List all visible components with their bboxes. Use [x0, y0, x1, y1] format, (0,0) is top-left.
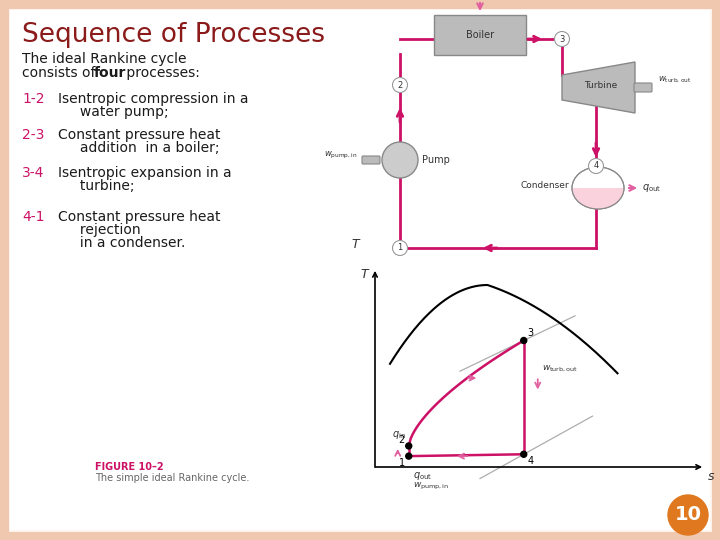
- Text: 2-3: 2-3: [22, 128, 45, 142]
- Text: Isentropic expansion in a: Isentropic expansion in a: [58, 166, 232, 180]
- Text: consists of: consists of: [22, 66, 100, 80]
- Circle shape: [392, 78, 408, 92]
- Text: in a condenser.: in a condenser.: [58, 236, 185, 250]
- Text: Pump: Pump: [422, 155, 450, 165]
- FancyBboxPatch shape: [362, 156, 380, 164]
- Circle shape: [406, 443, 412, 449]
- Text: The simple ideal Rankine cycle.: The simple ideal Rankine cycle.: [95, 473, 249, 483]
- Text: $\mathit{q}_\mathrm{out}$: $\mathit{q}_\mathrm{out}$: [642, 182, 661, 194]
- Text: Turbine: Turbine: [584, 81, 617, 90]
- Text: The ideal Rankine cycle: The ideal Rankine cycle: [22, 52, 186, 66]
- Text: FIGURE 10–2: FIGURE 10–2: [95, 462, 163, 472]
- Text: Boiler: Boiler: [466, 30, 494, 40]
- Text: T: T: [351, 239, 359, 252]
- Text: 1: 1: [399, 458, 405, 468]
- Text: 4-1: 4-1: [22, 210, 45, 224]
- Text: $\mathit{q}_\mathrm{in}$: $\mathit{q}_\mathrm{in}$: [392, 429, 406, 441]
- Text: 2: 2: [397, 80, 402, 90]
- Circle shape: [554, 31, 570, 46]
- Text: rejection: rejection: [58, 223, 140, 237]
- Text: $\mathit{q}_\mathrm{out}$: $\mathit{q}_\mathrm{out}$: [413, 470, 432, 482]
- Text: 1: 1: [397, 244, 402, 253]
- Text: $\mathit{w}_\mathrm{pump,in}$: $\mathit{w}_\mathrm{pump,in}$: [325, 150, 358, 160]
- Text: s: s: [708, 470, 714, 483]
- Text: Condenser: Condenser: [521, 181, 569, 191]
- Text: four: four: [94, 66, 127, 80]
- Circle shape: [588, 159, 603, 173]
- FancyBboxPatch shape: [434, 15, 526, 55]
- Text: Sequence of Processes: Sequence of Processes: [22, 22, 325, 48]
- Circle shape: [392, 240, 408, 255]
- Text: water pump;: water pump;: [58, 105, 168, 119]
- Circle shape: [521, 451, 527, 457]
- Text: T: T: [361, 268, 368, 281]
- Circle shape: [521, 338, 527, 343]
- Circle shape: [406, 453, 412, 459]
- Text: 3: 3: [528, 328, 534, 339]
- FancyBboxPatch shape: [3, 3, 717, 537]
- Text: 2: 2: [398, 435, 405, 445]
- Text: 4: 4: [593, 161, 598, 171]
- FancyBboxPatch shape: [634, 83, 652, 92]
- Text: 3: 3: [559, 35, 564, 44]
- Text: $\mathit{w}_\mathrm{pump,in}$: $\mathit{w}_\mathrm{pump,in}$: [413, 481, 449, 492]
- Circle shape: [668, 495, 708, 535]
- Text: 10: 10: [675, 505, 701, 524]
- Text: $\mathit{w}_\mathrm{turb,out}$: $\mathit{w}_\mathrm{turb,out}$: [658, 75, 691, 85]
- FancyBboxPatch shape: [10, 10, 710, 530]
- Circle shape: [382, 142, 418, 178]
- Text: 4: 4: [528, 456, 534, 466]
- Text: Isentropic compression in a: Isentropic compression in a: [58, 92, 248, 106]
- Text: turbine;: turbine;: [58, 179, 135, 193]
- Text: processes:: processes:: [122, 66, 200, 80]
- Polygon shape: [572, 188, 624, 209]
- Text: addition  in a boiler;: addition in a boiler;: [58, 141, 220, 155]
- Text: Constant pressure heat: Constant pressure heat: [58, 128, 220, 142]
- Text: Constant pressure heat: Constant pressure heat: [58, 210, 220, 224]
- Text: 1-2: 1-2: [22, 92, 45, 106]
- Polygon shape: [562, 62, 635, 113]
- Ellipse shape: [572, 167, 624, 209]
- Text: $\mathit{w}_\mathrm{turb,out}$: $\mathit{w}_\mathrm{turb,out}$: [541, 364, 577, 374]
- Text: 3-4: 3-4: [22, 166, 45, 180]
